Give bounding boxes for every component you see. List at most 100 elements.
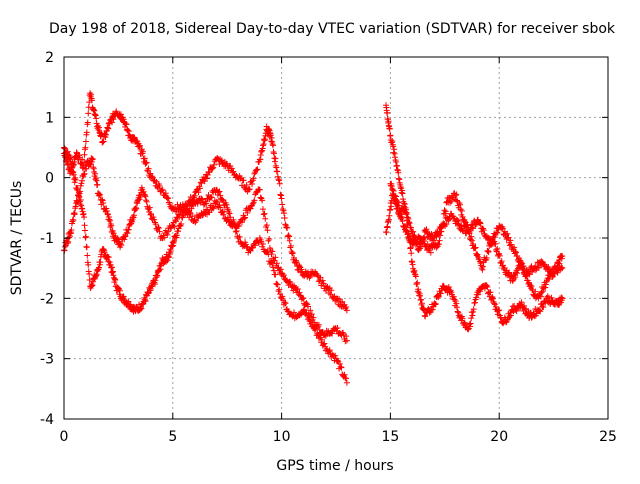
data-point-interp <box>92 170 99 177</box>
data-point-interp <box>475 291 482 298</box>
data-point-interp <box>341 371 348 378</box>
data-point-interp <box>493 230 500 237</box>
data-point-interp <box>412 273 419 280</box>
data-point-interp <box>259 197 266 204</box>
data-point-interp <box>289 249 296 256</box>
data-point-interp <box>173 232 180 239</box>
data-point-interp <box>93 115 100 122</box>
data-point-interp <box>467 236 474 243</box>
data-point-interp <box>387 206 394 213</box>
data-point-interp <box>272 155 279 162</box>
data-point-interp <box>273 260 280 267</box>
data-point-interp <box>151 216 158 223</box>
data-point-interp <box>468 315 475 322</box>
data-point-interp <box>433 244 440 251</box>
data-point-interp <box>286 278 293 285</box>
data-point-interp <box>298 266 305 273</box>
data-point-interp <box>305 303 312 310</box>
y-tick-label: -2 <box>40 291 54 307</box>
data-point-interp <box>334 357 341 364</box>
data-point-interp <box>72 176 79 183</box>
data-point-interp <box>539 288 546 295</box>
data-point-interp <box>435 241 442 248</box>
data-point-interp <box>272 271 279 278</box>
data-point-interp <box>189 213 196 220</box>
data-point-interp <box>453 191 460 198</box>
data-point-interp <box>470 225 477 232</box>
data-point-interp <box>240 177 247 184</box>
data-point <box>67 156 74 163</box>
data-point-interp <box>445 284 452 291</box>
data-point-interp <box>186 209 193 216</box>
data-point-interp <box>163 258 170 265</box>
data-point-interp <box>453 300 460 307</box>
data-point-interp <box>544 275 551 282</box>
data-point-interp <box>224 214 231 221</box>
data-point-interp <box>467 320 474 327</box>
data-point-interp <box>98 196 105 203</box>
data-point-interp <box>82 144 89 151</box>
data-point-interp <box>448 198 455 205</box>
y-tick-label: -4 <box>40 412 54 428</box>
data-point-interp <box>159 187 166 194</box>
data-point-interp <box>329 330 336 337</box>
data-point-interp <box>249 181 256 188</box>
data-point-interp <box>286 237 293 244</box>
series-trace-f <box>387 180 566 281</box>
data-point-interp <box>287 279 294 286</box>
data-point-interp <box>80 171 87 178</box>
data-point-interp <box>423 226 430 233</box>
data-point-interp <box>455 309 462 316</box>
data-point-interp <box>109 119 116 126</box>
data-point-interp <box>246 186 253 193</box>
data-point-interp <box>476 220 483 227</box>
data-point-interp <box>432 301 439 308</box>
data-point-interp <box>105 125 112 132</box>
data-point-interp <box>484 283 491 290</box>
data-point-interp <box>266 236 273 243</box>
data-point-interp <box>65 238 72 245</box>
data-point-interp <box>403 211 410 218</box>
x-tick-label: 0 <box>60 429 69 445</box>
data-point <box>148 210 155 217</box>
data-point-interp <box>404 221 411 228</box>
data-point <box>443 198 450 205</box>
data-point-interp <box>468 237 475 244</box>
data-point-interp <box>528 314 535 321</box>
data-point <box>245 186 252 193</box>
data-point-interp <box>81 222 88 229</box>
data-point-interp <box>79 156 86 163</box>
data-point-interp <box>189 197 196 204</box>
data-point-interp <box>82 233 89 240</box>
data-point-interp <box>476 219 483 226</box>
data-point-interp <box>405 215 412 222</box>
data-point-interp <box>496 307 503 314</box>
data-point-interp <box>399 217 406 224</box>
data-point-interp <box>469 312 476 319</box>
data-point-interp <box>78 180 85 187</box>
data-point-interp <box>281 215 288 222</box>
data-point-interp <box>506 269 513 276</box>
data-point-interp <box>156 182 163 189</box>
data-point-interp <box>489 295 496 302</box>
data-point-interp <box>176 214 183 221</box>
data-point-interp <box>406 233 413 240</box>
data-point-interp <box>270 142 277 149</box>
y-tick-label: 2 <box>45 50 54 66</box>
data-point-interp <box>85 110 92 117</box>
data-point-interp <box>527 282 534 289</box>
data-point-interp <box>512 248 519 255</box>
data-point-interp <box>489 237 496 244</box>
data-point-interp <box>471 245 478 252</box>
data-point-interp <box>155 224 162 231</box>
data-point-interp <box>493 303 500 310</box>
data-point <box>487 241 494 248</box>
data-point-interp <box>437 232 444 239</box>
data-point-interp <box>244 209 251 216</box>
data-point-interp <box>242 214 249 221</box>
data-point-interp <box>473 294 480 301</box>
data-point-interp <box>334 325 341 332</box>
data-point-interp <box>165 228 172 235</box>
data-point-interp <box>250 175 257 182</box>
